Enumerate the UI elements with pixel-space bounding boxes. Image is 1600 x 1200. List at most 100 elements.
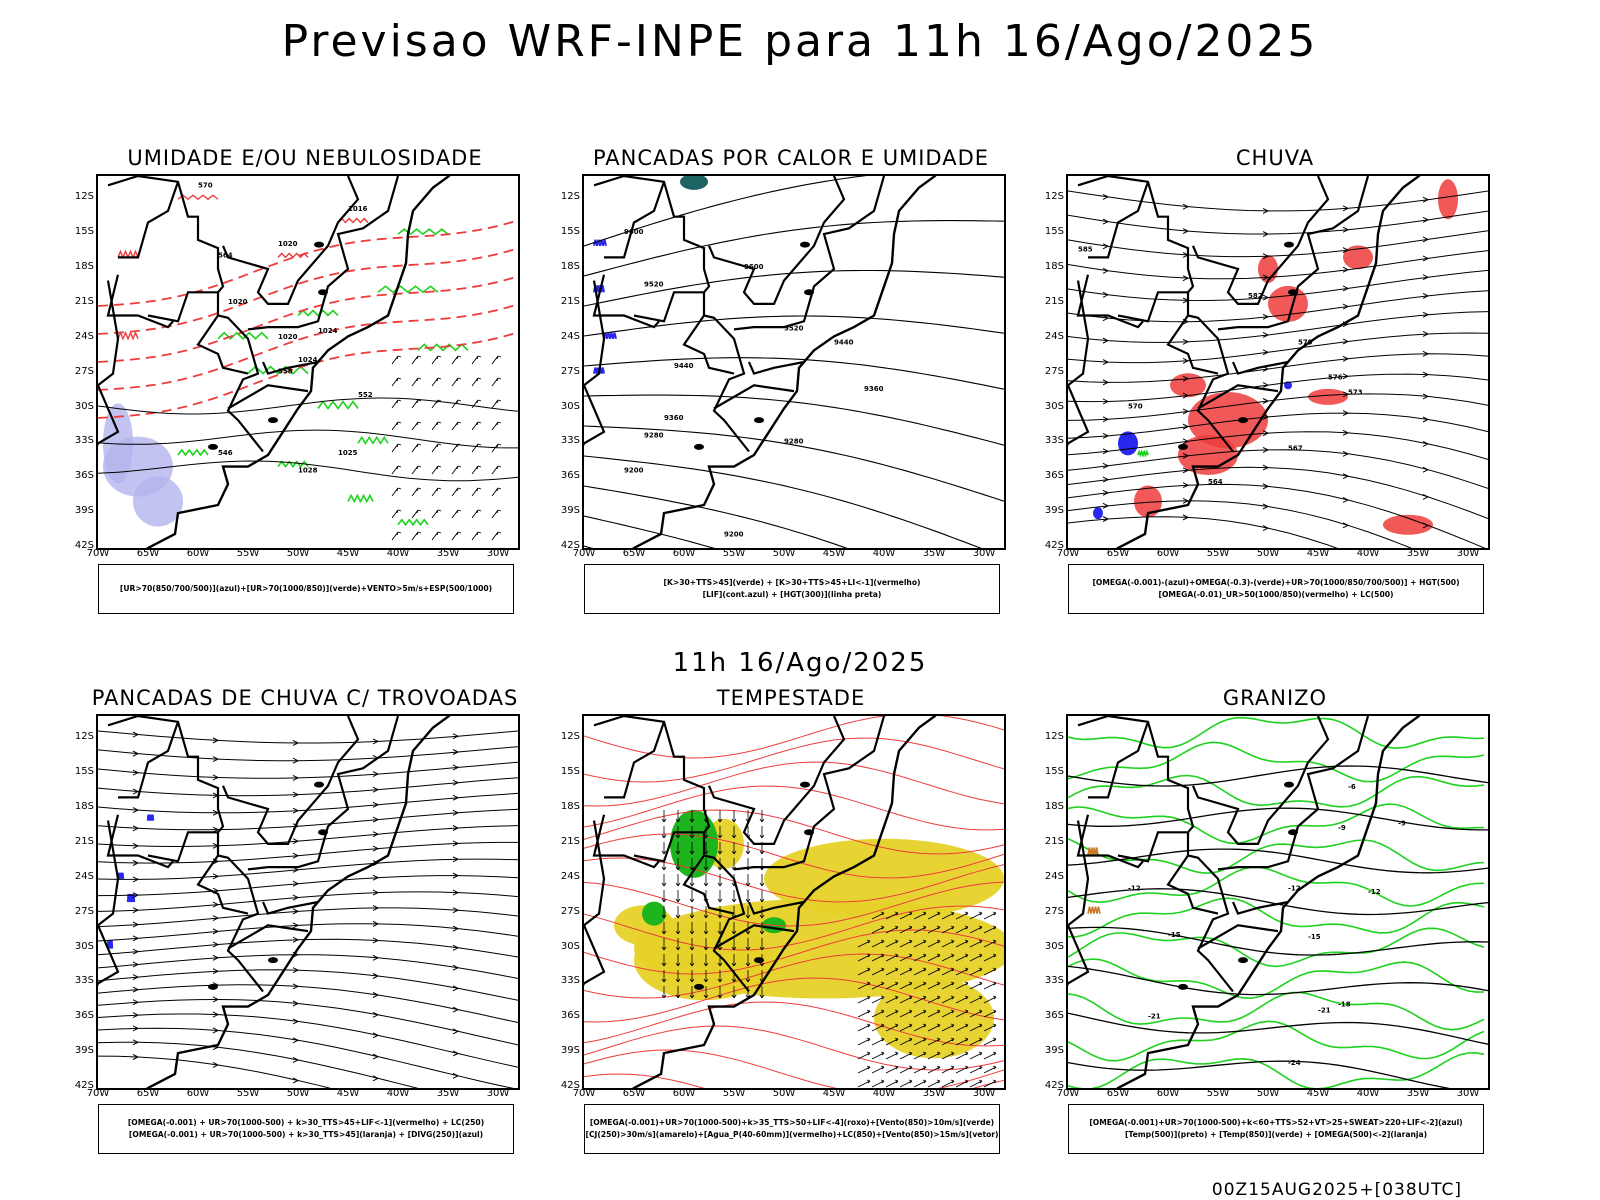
- contour-label: 9200: [624, 466, 644, 474]
- lon-tick-label: 45W: [1306, 1088, 1330, 1099]
- contour-label: 9280: [644, 432, 664, 440]
- lat-tick-label: 12S: [560, 191, 580, 203]
- latitude-axis: 12S 15S 18S 21S 24S 27S 30S 33S 36S 39S 42S: [1034, 714, 1064, 1091]
- lat-tick-label: 18S: [1044, 801, 1064, 812]
- contour-label: -12: [1288, 884, 1301, 892]
- lat-tick-label: 21S: [74, 835, 94, 847]
- lat-tick-label: 36S: [1044, 470, 1064, 482]
- lat-tick-label: 36S: [1044, 1010, 1064, 1022]
- contour-label: 1020: [228, 298, 248, 306]
- lat-tick-label: 15S: [74, 226, 94, 238]
- lat-tick-label: 12S: [560, 731, 580, 743]
- lon-tick-label: 40W: [1356, 548, 1380, 559]
- contour-label: 9600: [744, 263, 764, 271]
- lon-tick-label: 50W: [286, 1088, 310, 1099]
- lon-tick-label: 40W: [1356, 1088, 1380, 1099]
- lat-tick-label: 21S: [560, 295, 580, 307]
- contour-label: -12: [1128, 884, 1141, 892]
- map-frame: -6 -9 -9 -12 -12 -12 -15 -15 -18 -21 -21 -24: [1066, 714, 1490, 1090]
- lat-tick-label: 39S: [1044, 1045, 1064, 1057]
- lat-tick-label: 30S: [74, 400, 94, 412]
- longitude-axis: 70W 65W 60W 55W 50W 45W 40W 35W 30W: [573, 1088, 1006, 1102]
- lat-tick-label: 18S: [560, 261, 580, 272]
- lon-tick-label: 35W: [436, 548, 460, 559]
- lon-tick-label: 35W: [922, 548, 946, 559]
- lon-tick-label: 50W: [1256, 548, 1280, 559]
- lat-tick-label: 33S: [1044, 435, 1064, 447]
- lon-tick-label: 45W: [822, 1088, 846, 1099]
- contour-label: 9360: [664, 414, 684, 422]
- longitude-axis: 70W 65W 60W 55W 50W 45W 40W 35W 30W: [87, 1088, 520, 1102]
- contour-label: 1020: [278, 240, 298, 248]
- lat-tick-label: 33S: [74, 975, 94, 987]
- lon-tick-label: 60W: [1156, 548, 1180, 559]
- lon-tick-label: 30W: [972, 548, 996, 559]
- lon-tick-label: 65W: [1106, 1088, 1130, 1099]
- lon-tick-label: 30W: [1456, 548, 1480, 559]
- lon-tick-label: 30W: [1456, 1088, 1480, 1099]
- lat-tick-label: 27S: [1044, 905, 1064, 917]
- lon-tick-label: 70W: [1056, 1088, 1080, 1099]
- contour-label: 9600: [624, 228, 644, 236]
- lat-tick-label: 36S: [74, 470, 94, 482]
- contour-label: -21: [1148, 1012, 1161, 1020]
- contour-label: 579: [1298, 339, 1313, 347]
- lat-tick-label: 39S: [74, 505, 94, 517]
- panel-legend: [OMEGA(-0.001)+UR>70(1000-500)+k<60+TTS>…: [1068, 1104, 1484, 1154]
- contour-label: 9440: [834, 339, 854, 347]
- lat-tick-label: 27S: [560, 905, 580, 917]
- contour-label: 9200: [724, 530, 744, 538]
- contour-label: -15: [1308, 933, 1321, 941]
- lon-tick-label: 50W: [772, 1088, 796, 1099]
- lon-tick-label: 30W: [972, 1088, 996, 1099]
- lon-tick-label: 55W: [236, 1088, 260, 1099]
- contour-label: 9440: [674, 362, 694, 370]
- contour-label: -24: [1288, 1059, 1301, 1067]
- lon-tick-label: 55W: [1206, 1088, 1230, 1099]
- lat-tick-label: 18S: [1044, 261, 1064, 272]
- map-frame: [582, 714, 1006, 1090]
- legend-line: [OMEGA(-0.001) + UR>70(1000-500) + k>30_…: [127, 1118, 485, 1127]
- lon-tick-label: 60W: [186, 548, 210, 559]
- contour-label: 1016: [348, 205, 368, 213]
- panel-title: TEMPESTADE: [716, 686, 866, 710]
- lon-tick-label: 40W: [872, 1088, 896, 1099]
- map-plot: 9600 9600 9520 9520 9440 9440 9360 9360 9280 9280…: [584, 176, 1004, 548]
- map-plot: [98, 716, 518, 1088]
- lat-tick-label: 30S: [1044, 940, 1064, 952]
- lat-tick-label: 30S: [560, 940, 580, 952]
- lon-tick-label: 70W: [86, 548, 110, 559]
- contour-label: 546: [218, 449, 233, 457]
- lat-tick-label: 42S: [560, 540, 580, 551]
- lon-tick-label: 30W: [486, 548, 510, 559]
- contour-label: 1025: [338, 449, 358, 457]
- lat-tick-label: 15S: [560, 766, 580, 778]
- legend-line: [LIF](cont.azul) + [HGT(300)](linha pret…: [702, 590, 882, 599]
- lon-tick-label: 30W: [486, 1088, 510, 1099]
- panel-trovoadas: PANCADAS DE CHUVA C/ TROVOADAS 12S 15S 18S 2…: [70, 686, 540, 1186]
- panel-title: UMIDADE E/OU NEBULOSIDADE: [127, 146, 483, 170]
- contour-label: -15: [1168, 931, 1181, 939]
- contour-label: 9520: [784, 325, 804, 333]
- panel-title: PANCADAS DE CHUVA C/ TROVOADAS: [91, 686, 519, 710]
- latitude-axis: 12S 15S 18S 21S 24S 27S 30S 33S 36S 39S 42S: [550, 174, 580, 551]
- longitude-axis: 70W 65W 60W 55W 50W 45W 40W 35W 30W: [87, 548, 520, 562]
- contour-label: 564: [218, 251, 233, 259]
- lat-tick-label: 33S: [560, 975, 580, 987]
- panel-legend: [OMEGA(-0.001)+UR>70(1000-500)+k>35_TTS>…: [584, 1104, 1000, 1154]
- lat-tick-label: 27S: [560, 365, 580, 377]
- lat-tick-label: 21S: [74, 295, 94, 307]
- forecast-date: 11h 16/Ago/2025: [672, 648, 928, 678]
- lon-tick-label: 60W: [672, 548, 696, 559]
- panel-pancadas-calor: PANCADAS POR CALOR E UMIDADE 12S 15S 18S 21S…: [556, 146, 1026, 646]
- longitude-axis: 70W 65W 60W 55W 50W 45W 40W 35W 30W: [1057, 1088, 1490, 1102]
- lat-tick-label: 12S: [74, 731, 94, 743]
- contour-label: 576: [1328, 373, 1343, 381]
- panel-title: GRANIZO: [1222, 686, 1328, 710]
- lon-tick-label: 70W: [86, 1088, 110, 1099]
- lon-tick-label: 60W: [672, 1088, 696, 1099]
- lon-tick-label: 35W: [436, 1088, 460, 1099]
- legend-line: [OMEGA(-0.001)+UR>70(1000-500)+k<60+TTS>…: [1089, 1118, 1463, 1127]
- lat-tick-label: 24S: [1044, 330, 1064, 342]
- lat-tick-label: 27S: [74, 905, 94, 917]
